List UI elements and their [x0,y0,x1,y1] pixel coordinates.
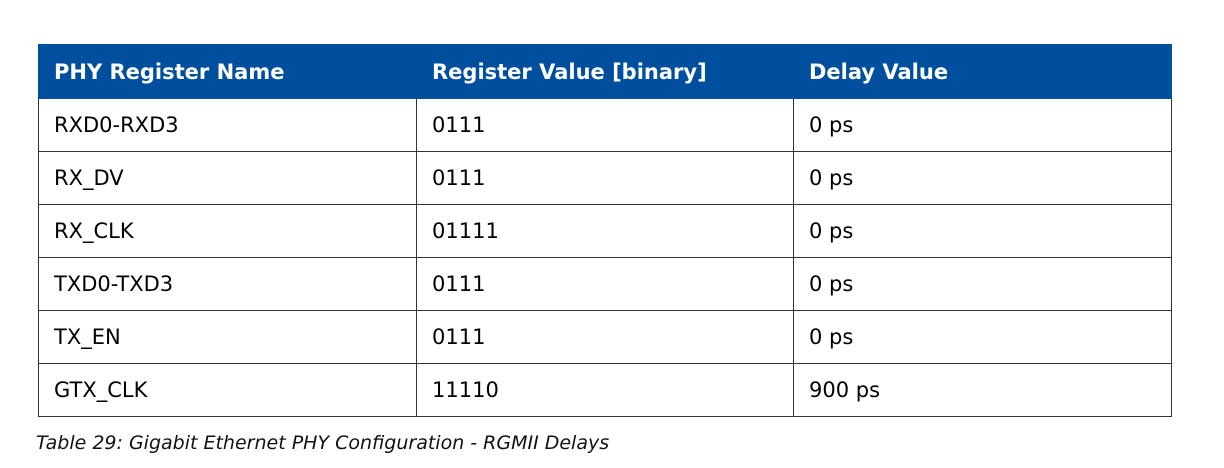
cell-delay-value: 900 ps [793,363,1172,417]
cell-delay-value: 0 ps [793,98,1172,152]
cell-register-name: TX_EN [38,310,417,364]
header-phy-register-name: PHY Register Name [38,44,417,99]
cell-register-value: 0111 [416,257,794,311]
cell-register-value: 0111 [416,310,794,364]
cell-register-name: TXD0-TXD3 [38,257,417,311]
cell-register-name: RX_CLK [38,204,417,258]
table-row: TXD0-TXD3 0111 0 ps [38,257,1172,311]
cell-delay-value: 0 ps [793,151,1172,205]
cell-delay-value: 0 ps [793,310,1172,364]
cell-register-value: 11110 [416,363,794,417]
cell-register-value: 0111 [416,151,794,205]
table-row: TX_EN 0111 0 ps [38,310,1172,364]
table-row: RX_DV 0111 0 ps [38,151,1172,205]
cell-register-value: 0111 [416,98,794,152]
header-delay-value: Delay Value [793,44,1172,99]
table-row: RXD0-RXD3 0111 0 ps [38,98,1172,152]
cell-register-name: RXD0-RXD3 [38,98,417,152]
table-header-row: PHY Register Name Register Value [binary… [38,44,1172,99]
header-register-value: Register Value [binary] [416,44,794,99]
table-row: GTX_CLK 11110 900 ps [38,363,1172,417]
cell-delay-value: 0 ps [793,257,1172,311]
cell-register-name: RX_DV [38,151,417,205]
table-row: RX_CLK 01111 0 ps [38,204,1172,258]
cell-register-value: 01111 [416,204,794,258]
table-caption: Table 29: Gigabit Ethernet PHY Configura… [36,432,610,454]
phy-config-table-container: PHY Register Name Register Value [binary… [38,44,1172,417]
phy-config-table: PHY Register Name Register Value [binary… [38,44,1172,417]
cell-delay-value: 0 ps [793,204,1172,258]
cell-register-name: GTX_CLK [38,363,417,417]
